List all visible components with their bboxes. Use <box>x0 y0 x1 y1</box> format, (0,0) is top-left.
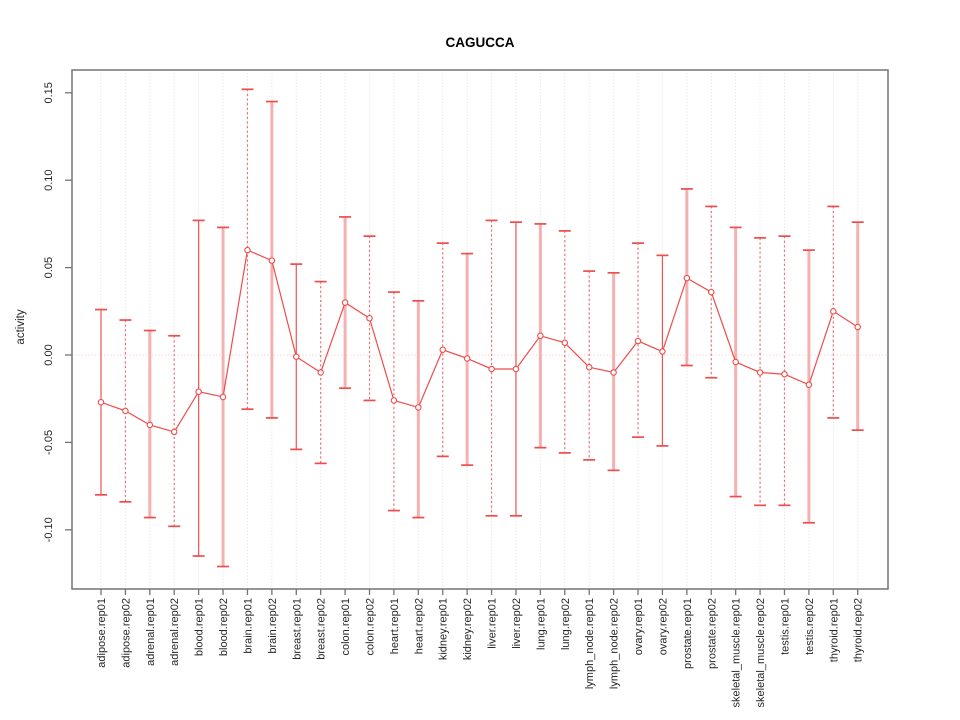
x-tick-label: colon.rep01 <box>340 598 352 656</box>
data-point <box>170 428 178 436</box>
error-bars <box>95 88 864 568</box>
y-tick-label: 0.15 <box>43 82 55 103</box>
x-tick-label: prostate.rep02 <box>706 598 718 669</box>
x-tick-label: prostate.rep01 <box>682 598 694 669</box>
data-point <box>463 355 471 362</box>
x-tick-label: lymph_node.rep02 <box>609 598 621 689</box>
data-point <box>219 393 227 401</box>
data-point <box>732 358 739 366</box>
data-point <box>707 288 715 296</box>
x-tick-label: adrenal.rep01 <box>145 598 157 666</box>
data-point <box>317 369 324 376</box>
x-tick-label: adipose.rep01 <box>96 598 108 668</box>
x-axis: adipose.rep01 adipose.rep02 adrenal.rep01 a… <box>96 589 865 707</box>
y-tick-label: -0.10 <box>43 517 55 542</box>
data-point <box>390 397 398 404</box>
x-tick-label: thyroid.rep01 <box>828 598 840 662</box>
x-tick-label: colon.rep02 <box>365 598 377 656</box>
chart-title: CAGUCCA <box>446 35 515 50</box>
x-tick-label: heart.rep01 <box>389 598 401 654</box>
data-point <box>683 274 691 282</box>
data-point <box>585 363 593 371</box>
data-point <box>97 398 105 406</box>
data-point <box>122 407 129 415</box>
data-point <box>659 348 666 355</box>
x-tick-label: adrenal.rep02 <box>169 598 181 666</box>
x-tick-label: liver.rep02 <box>511 598 523 649</box>
data-point <box>341 299 349 306</box>
x-tick-label: ovary.rep01 <box>633 598 645 655</box>
data-point <box>415 404 422 411</box>
x-tick-label: testis.rep02 <box>804 598 816 655</box>
x-tick-label: skeletal_muscle.rep01 <box>731 598 743 707</box>
data-point <box>537 332 544 340</box>
x-tick-label: kidney.rep01 <box>438 598 450 660</box>
y-tick-label: -0.05 <box>43 430 55 455</box>
x-tick-label: kidney.rep02 <box>462 598 474 660</box>
x-tick-label: blood.rep01 <box>194 598 206 656</box>
y-tick-label: 0.05 <box>43 257 55 278</box>
data-point <box>195 388 202 395</box>
y-tick-label: 0.10 <box>43 169 55 190</box>
data-point <box>146 421 154 429</box>
x-tick-label: heart.rep02 <box>413 598 425 654</box>
x-tick-label: liver.rep01 <box>487 598 499 649</box>
plot-border <box>71 69 889 590</box>
data-point <box>366 315 373 322</box>
x-tick-label: lung.rep02 <box>560 598 572 650</box>
x-tick-label: skeletal_muscle.rep02 <box>755 598 767 707</box>
data-point <box>756 369 764 376</box>
x-tick-label: testis.rep01 <box>779 598 791 655</box>
y-axis-label: activity <box>15 309 27 344</box>
data-point <box>610 369 617 376</box>
x-tick-label: lymph_node.rep01 <box>584 598 596 689</box>
data-point <box>244 246 251 254</box>
x-tick-label: thyroid.rep02 <box>853 598 865 662</box>
x-tick-label: breast.rep01 <box>291 598 303 660</box>
data-point <box>268 257 276 264</box>
data-line <box>100 249 859 433</box>
data-point <box>561 339 569 347</box>
data-point <box>439 346 446 354</box>
y-tick-label: 0.00 <box>43 344 55 365</box>
series-line <box>100 249 859 433</box>
data-point <box>805 381 813 388</box>
data-point <box>830 308 837 315</box>
gridlines <box>100 70 859 589</box>
data-point <box>512 365 520 373</box>
x-tick-label: ovary.rep02 <box>657 598 669 655</box>
x-tick-label: blood.rep02 <box>218 598 230 656</box>
y-axis: 0.15 0.10 0.05 0.00 -0.05 -0.10 <box>43 82 72 542</box>
data-point <box>634 337 642 345</box>
x-tick-label: breast.rep02 <box>316 598 328 660</box>
x-tick-label: brain.rep01 <box>242 598 254 654</box>
x-tick-label: adipose.rep02 <box>120 598 132 668</box>
data-point <box>854 323 861 331</box>
x-tick-label: lung.rep01 <box>535 598 547 650</box>
data-points <box>97 246 861 436</box>
data-point <box>781 370 788 378</box>
data-point <box>293 353 300 360</box>
plot-border-rect <box>71 69 889 590</box>
x-tick-label: brain.rep02 <box>267 598 279 654</box>
data-point <box>488 365 495 373</box>
